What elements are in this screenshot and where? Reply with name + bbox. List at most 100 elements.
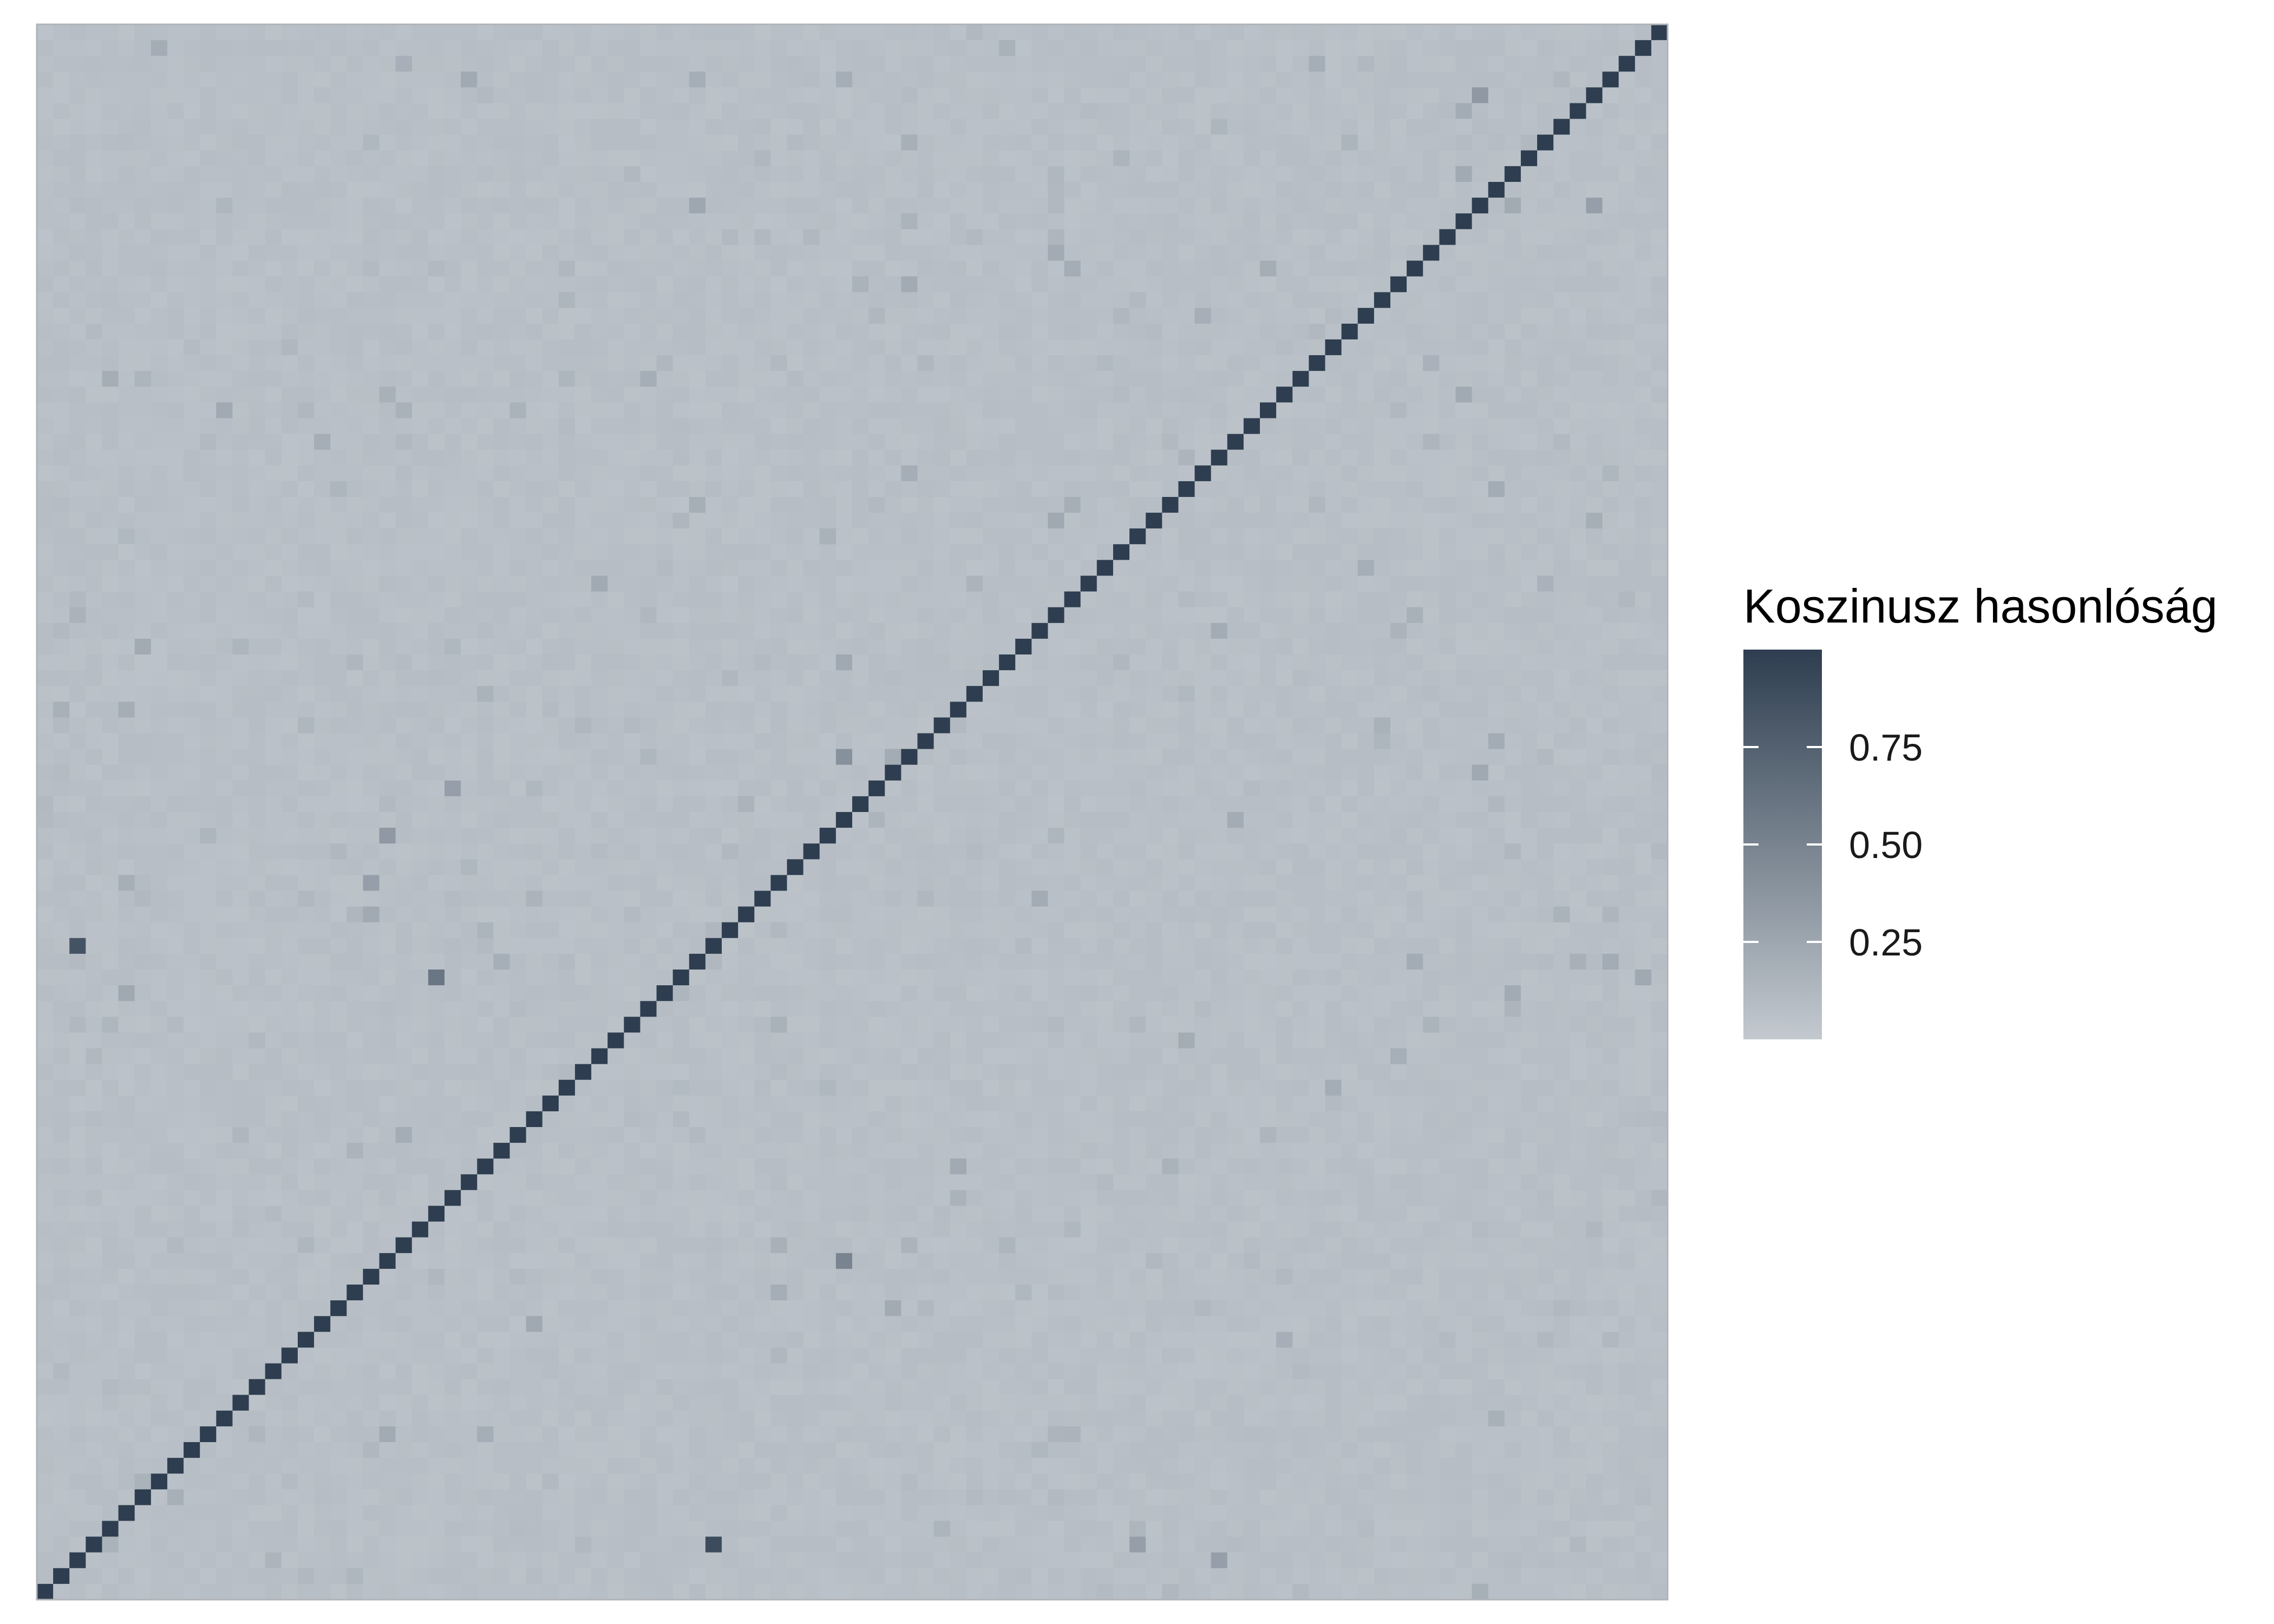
- heatmap-cell: [216, 402, 233, 419]
- heatmap-cell: [982, 387, 999, 403]
- heatmap-cell: [1504, 339, 1521, 356]
- heatmap-cell: [705, 481, 722, 497]
- heatmap-cell: [1570, 418, 1586, 435]
- heatmap-cell: [118, 560, 135, 577]
- heatmap-cell: [1602, 150, 1619, 167]
- heatmap-cell: [314, 796, 331, 813]
- heatmap-cell: [1423, 103, 1440, 120]
- heatmap-cell: [1129, 40, 1146, 56]
- heatmap-cell: [982, 686, 999, 702]
- heatmap-cell: [1096, 513, 1114, 529]
- heatmap-cell: [1341, 638, 1358, 655]
- heatmap-cell: [1113, 654, 1130, 671]
- heatmap-cell: [1488, 355, 1505, 371]
- heatmap-cell: [1472, 119, 1489, 135]
- heatmap-cell: [1618, 198, 1636, 214]
- heatmap-cell: [1064, 24, 1081, 41]
- heatmap-cell: [624, 339, 641, 356]
- heatmap-cell: [1309, 355, 1326, 371]
- heatmap-cell: [672, 40, 690, 56]
- heatmap-cell: [1407, 623, 1423, 639]
- heatmap-cell: [118, 607, 135, 624]
- heatmap-cell: [1488, 607, 1505, 624]
- heatmap-cell: [297, 764, 315, 781]
- heatmap-cell: [1341, 339, 1358, 356]
- heatmap-cell: [868, 497, 885, 513]
- heatmap-cell: [445, 182, 461, 198]
- heatmap-cell: [1309, 481, 1326, 497]
- heatmap-cell: [1520, 623, 1538, 639]
- heatmap-cell: [542, 150, 559, 167]
- heatmap-cell: [265, 87, 282, 104]
- heatmap-cell: [1537, 71, 1554, 88]
- heatmap-cell: [428, 638, 445, 655]
- heatmap-cell: [1080, 119, 1097, 135]
- heatmap-cell: [1064, 71, 1081, 88]
- heatmap-cell: [901, 307, 918, 324]
- heatmap-cell: [672, 575, 690, 592]
- heatmap-cell: [1080, 182, 1097, 198]
- heatmap-cell: [428, 119, 445, 135]
- heatmap-cell: [379, 402, 396, 419]
- heatmap-cell: [819, 323, 837, 340]
- heatmap-cell: [738, 717, 755, 734]
- heatmap-cell: [1504, 198, 1521, 214]
- heatmap-cell: [689, 198, 706, 214]
- heatmap-cell: [297, 339, 315, 356]
- heatmap-cell: [445, 307, 461, 324]
- heatmap-cell: [1146, 796, 1162, 813]
- heatmap-cell: [950, 513, 967, 529]
- heatmap-cell: [1341, 591, 1358, 608]
- heatmap-cell: [1488, 402, 1505, 419]
- heatmap-cell: [184, 339, 200, 356]
- heatmap-cell: [558, 198, 576, 214]
- heatmap-cell: [1586, 166, 1603, 182]
- heatmap-cell: [558, 103, 576, 120]
- heatmap-cell: [819, 654, 837, 671]
- heatmap-cell: [787, 449, 804, 466]
- heatmap-cell: [1455, 434, 1473, 450]
- heatmap-cell: [640, 638, 657, 655]
- heatmap-cell: [1309, 323, 1326, 340]
- heatmap-cell: [281, 40, 298, 56]
- heatmap-cell: [1292, 733, 1309, 750]
- heatmap-cell: [689, 355, 706, 371]
- heatmap-cell: [1064, 103, 1081, 120]
- heatmap-cell: [705, 513, 722, 529]
- heatmap-cell: [1162, 544, 1179, 560]
- heatmap-cell: [966, 182, 983, 198]
- heatmap-cell: [1146, 24, 1162, 41]
- heatmap-cell: [1537, 749, 1554, 765]
- heatmap-cell: [1048, 465, 1065, 482]
- heatmap-cell: [1080, 796, 1097, 813]
- heatmap-cell: [134, 418, 152, 435]
- heatmap-cell: [624, 575, 641, 592]
- heatmap-cell: [1113, 213, 1130, 230]
- heatmap-cell: [232, 71, 250, 88]
- heatmap-cell: [265, 717, 282, 734]
- heatmap-cell: [1146, 87, 1162, 104]
- heatmap-cell: [607, 796, 624, 813]
- heatmap-cell: [1276, 607, 1293, 624]
- heatmap-cell: [885, 796, 901, 813]
- heatmap-cell: [933, 434, 951, 450]
- heatmap-cell: [102, 764, 119, 781]
- heatmap-cell: [1194, 40, 1212, 56]
- heatmap-cell: [1309, 307, 1326, 324]
- heatmap-cell: [249, 134, 266, 151]
- heatmap-cell: [640, 749, 657, 765]
- heatmap-cell: [933, 764, 951, 781]
- heatmap-cell: [558, 339, 576, 356]
- heatmap-cell: [363, 56, 380, 72]
- heatmap-cell: [53, 213, 70, 230]
- heatmap-cell: [461, 24, 478, 41]
- heatmap-cell: [1357, 449, 1375, 466]
- heatmap-cell: [1618, 749, 1636, 765]
- heatmap-cell: [885, 323, 901, 340]
- heatmap-cell: [134, 623, 152, 639]
- heatmap-cell: [1031, 607, 1049, 624]
- heatmap-cell: [1178, 733, 1195, 750]
- heatmap-cell: [1635, 119, 1652, 135]
- heatmap-cell: [102, 245, 119, 261]
- heatmap-cell: [1080, 733, 1097, 750]
